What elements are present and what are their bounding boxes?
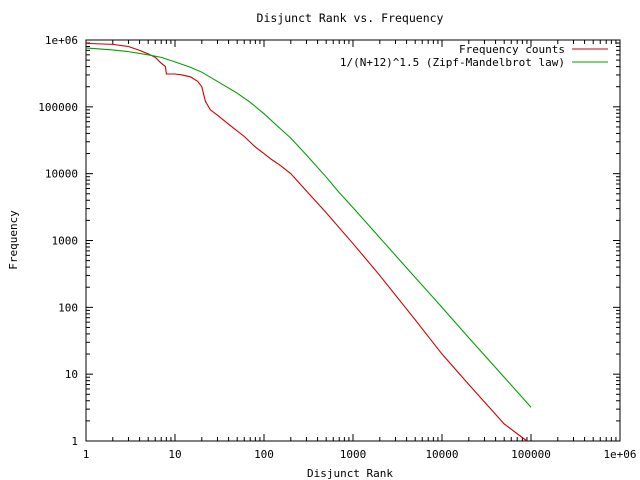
y-axis-ticks: 1 10 100 1000 10000 100000 1e+06 [38, 34, 620, 448]
legend: Frequency counts 1/(N+12)^1.5 (Zipf-Mand… [340, 43, 608, 69]
legend-label-zipf-mandelbrot: 1/(N+12)^1.5 (Zipf-Mandelbrot law) [340, 56, 565, 69]
y-tick-label: 10000 [45, 168, 78, 181]
chart-title: Disjunct Rank vs. Frequency [257, 11, 444, 25]
y-tick-label: 1 [71, 435, 78, 448]
x-tick-label: 100000 [511, 448, 551, 461]
x-tick-label: 1 [83, 448, 90, 461]
y-tick-label: 1000 [52, 235, 79, 248]
x-tick-label: 10000 [425, 448, 458, 461]
x-axis-ticks: 1 10 100 1000 10000 100000 1e+06 [83, 40, 637, 461]
series-layer [85, 42, 532, 442]
x-tick-label: 100 [254, 448, 274, 461]
y-tick-label: 10 [65, 368, 78, 381]
series-line-0 [85, 42, 528, 442]
y-tick-label: 1e+06 [45, 34, 78, 47]
x-tick-label: 1e+06 [603, 448, 636, 461]
x-axis-label: Disjunct Rank [307, 467, 393, 480]
x-tick-label: 10 [168, 448, 181, 461]
legend-label-frequency-counts: Frequency counts [459, 43, 565, 56]
x-tick-label: 1000 [340, 448, 367, 461]
y-axis-label: Frequency [7, 210, 20, 270]
series-line-1 [85, 47, 532, 408]
y-tick-label: 100 [58, 301, 78, 314]
y-tick-label: 100000 [38, 101, 78, 114]
plot-frame [85, 39, 621, 442]
